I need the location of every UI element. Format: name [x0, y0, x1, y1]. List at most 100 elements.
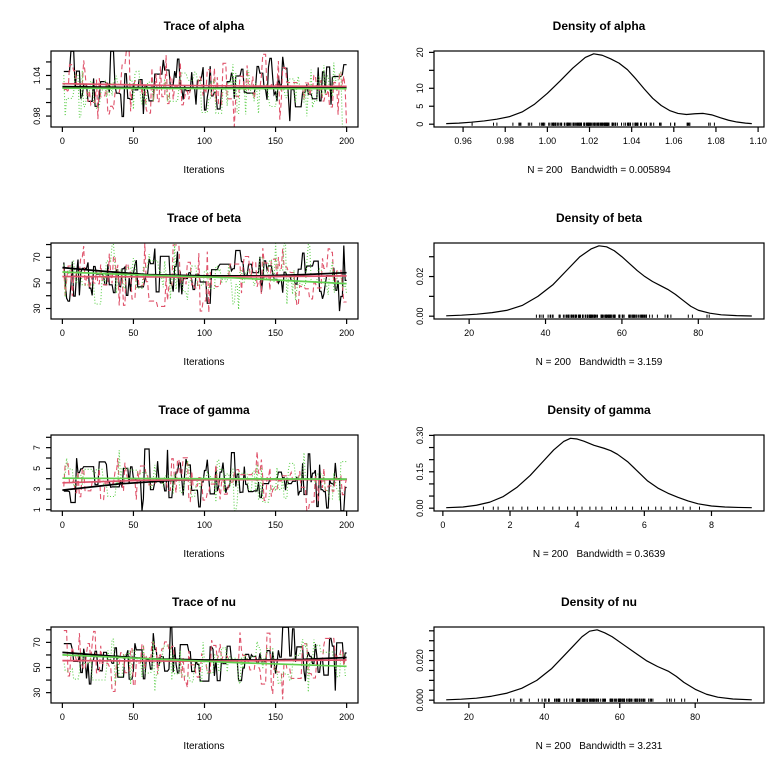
x-tick-label: 100: [197, 712, 212, 722]
y-tick-label: 0.000: [415, 689, 425, 712]
plot-area: 20 40 60 80 0.000 0.020: [415, 626, 765, 722]
x-axis-label: Iterations: [183, 357, 224, 368]
x-tick-label: 50: [128, 328, 138, 338]
panel-density-nu: Density of nu 20 40 60 80 0.000 0.020 N = 200…: [384, 576, 768, 768]
x-tick-label: 0.98: [496, 136, 514, 146]
x-tick-label: 150: [268, 328, 283, 338]
trace-alpha-plot: Trace of alpha 0 50 100 150 200 0.98 1.04 Iter…: [32, 19, 359, 176]
smooth-line: [62, 87, 347, 90]
x-tick-label: 50: [128, 520, 138, 530]
panel-title: Density of beta: [556, 211, 642, 225]
y-tick-label: 7: [32, 445, 42, 450]
trace-gamma-plot: Trace of gamma 0 50 100 150 200 1 3 5 7 Iteratio…: [32, 403, 359, 560]
trace-chain-2: [63, 243, 347, 313]
x-tick-label: 50: [128, 136, 138, 146]
plot-box: [50, 50, 359, 128]
x-tick-label: 150: [268, 136, 283, 146]
plot-box: [50, 626, 359, 704]
plot-box: [433, 242, 765, 320]
y-tick-label: 0.30: [415, 427, 425, 445]
smooth-line: [62, 654, 347, 668]
y-tick-label: 5: [32, 466, 42, 471]
plot-box: [433, 434, 765, 512]
x-tick-label: 100: [197, 328, 212, 338]
y-tick-label: 1.04: [32, 67, 42, 85]
density-curve: [446, 437, 752, 509]
x-tick-label: 60: [617, 328, 627, 338]
y-tick-label: 50: [32, 663, 42, 673]
plot-area: 0 50 100 150 200 1 3 5 7: [32, 434, 359, 530]
density-curve: [446, 245, 752, 317]
panel-title: Density of nu: [561, 595, 637, 609]
x-tick-label: 1.00: [539, 136, 557, 146]
x-tick-label: 4: [575, 520, 580, 530]
x-tick-label: 8: [709, 520, 714, 530]
y-tick-label: 30: [32, 688, 42, 698]
x-tick-label: 50: [128, 712, 138, 722]
rug-marks: [535, 314, 710, 318]
density-caption: N = 200 Bandwidth = 3.159: [536, 357, 663, 368]
smooth-line: [62, 651, 347, 661]
plot-area: 0 50 100 150 200 30 50 70: [32, 242, 359, 338]
trace-chain-2: [63, 630, 347, 700]
trace-beta-plot: Trace of beta 0 50 100 150 200 30 50 70 Iterati…: [32, 211, 359, 368]
density-curve: [446, 53, 752, 125]
x-tick-label: 0: [60, 136, 65, 146]
y-tick-label: 10: [415, 83, 425, 93]
y-tick-label: 70: [32, 252, 42, 262]
x-tick-label: 0: [440, 520, 445, 530]
x-tick-label: 1.02: [581, 136, 599, 146]
panel-density-gamma: Density of gamma 0 2 4 6 8 0.00 0.15 0.30 N = 2…: [384, 384, 768, 576]
x-axis-label: Iterations: [183, 741, 224, 752]
x-tick-label: 0: [60, 520, 65, 530]
smooth-line: [62, 271, 347, 285]
panel-title: Trace of beta: [167, 211, 241, 225]
smooth-line: [62, 266, 347, 277]
panel-title: Density of alpha: [553, 19, 646, 33]
y-tick-label: 3: [32, 487, 42, 492]
plot-area: 0.96 0.98 1.00 1.02 1.04 1.06 1.08 1.10 0 5 10 20: [415, 47, 767, 146]
density-alpha-plot: Density of alpha 0.96 0.98 1.00 1.02 1.04 1.0…: [415, 19, 767, 176]
plot-area: 20 40 60 80 0.00 0.02: [415, 242, 765, 338]
panel-density-alpha: Density of alpha 0.96 0.98 1.00 1.02 1.04 1.0…: [384, 0, 768, 192]
x-tick-label: 0: [60, 712, 65, 722]
x-tick-label: 80: [693, 328, 703, 338]
plot-box: [50, 434, 359, 512]
x-tick-label: 1.08: [707, 136, 725, 146]
trace-chain-1: [63, 245, 347, 312]
trace-chain-1: [63, 448, 347, 512]
x-tick-label: 40: [541, 328, 551, 338]
trace-chain-2: [63, 451, 348, 512]
x-tick-label: 80: [690, 712, 700, 722]
x-axis-label: Iterations: [183, 549, 224, 560]
panel-density-beta: Density of beta 20 40 60 80 0.00 0.02 N = 200…: [384, 192, 768, 384]
plot-box: [433, 50, 765, 128]
y-tick-label: 0.98: [32, 107, 42, 125]
rug-marks: [510, 698, 698, 702]
x-tick-label: 6: [642, 520, 647, 530]
plot-box: [433, 626, 765, 704]
panel-title: Density of gamma: [547, 403, 651, 417]
x-tick-label: 200: [339, 520, 354, 530]
density-nu-plot: Density of nu 20 40 60 80 0.000 0.020 N = 200…: [415, 595, 765, 752]
x-tick-label: 20: [464, 328, 474, 338]
panel-title: Trace of gamma: [158, 403, 250, 417]
y-tick-label: 0.020: [415, 649, 425, 672]
density-curve: [446, 629, 752, 701]
x-tick-label: 2: [508, 520, 513, 530]
panel-title: Trace of nu: [172, 595, 236, 609]
y-tick-label: 0.00: [415, 307, 425, 325]
panel-trace-beta: Trace of beta 0 50 100 150 200 30 50 70 Iterati…: [0, 192, 384, 384]
density-gamma-plot: Density of gamma 0 2 4 6 8 0.00 0.15 0.30 N = 2…: [415, 403, 765, 560]
density-caption: N = 200 Bandwidth = 3.231: [536, 741, 663, 752]
plot-box: [50, 242, 359, 320]
rug-marks: [471, 122, 715, 126]
y-tick-label: 0.00: [415, 499, 425, 517]
smooth-line: [62, 477, 347, 481]
trace-chain-3: [63, 450, 347, 512]
y-tick-label: 20: [415, 47, 425, 57]
x-tick-label: 100: [197, 136, 212, 146]
x-tick-label: 20: [464, 712, 474, 722]
x-tick-label: 1.06: [665, 136, 683, 146]
